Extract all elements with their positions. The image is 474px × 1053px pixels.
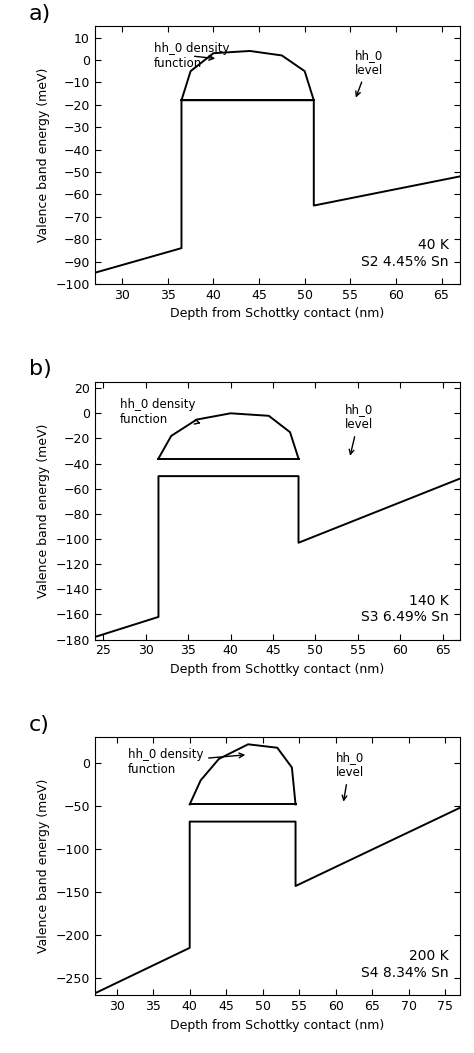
Text: 200 K
S4 8.34% Sn: 200 K S4 8.34% Sn [361, 950, 449, 979]
Text: 40 K
S2 4.45% Sn: 40 K S2 4.45% Sn [361, 238, 449, 269]
Text: c): c) [29, 715, 50, 735]
Y-axis label: Valence band energy (meV): Valence band energy (meV) [37, 423, 50, 598]
Text: hh_0 density
function: hh_0 density function [154, 42, 229, 69]
Y-axis label: Valence band energy (meV): Valence band energy (meV) [37, 68, 50, 242]
Text: 140 K
S3 6.49% Sn: 140 K S3 6.49% Sn [361, 594, 449, 624]
Text: hh_0
level: hh_0 level [355, 48, 383, 96]
X-axis label: Depth from Schottky contact (nm): Depth from Schottky contact (nm) [170, 307, 384, 320]
X-axis label: Depth from Schottky contact (nm): Depth from Schottky contact (nm) [170, 1018, 384, 1032]
Text: b): b) [29, 359, 52, 379]
Text: hh_0 density
function: hh_0 density function [120, 398, 200, 426]
Text: hh_0 density
function: hh_0 density function [128, 748, 244, 776]
X-axis label: Depth from Schottky contact (nm): Depth from Schottky contact (nm) [170, 663, 384, 676]
Text: hh_0
level: hh_0 level [345, 403, 374, 454]
Text: a): a) [29, 4, 51, 24]
Text: hh_0
level: hh_0 level [336, 751, 364, 800]
Y-axis label: Valence band energy (meV): Valence band energy (meV) [37, 779, 50, 953]
